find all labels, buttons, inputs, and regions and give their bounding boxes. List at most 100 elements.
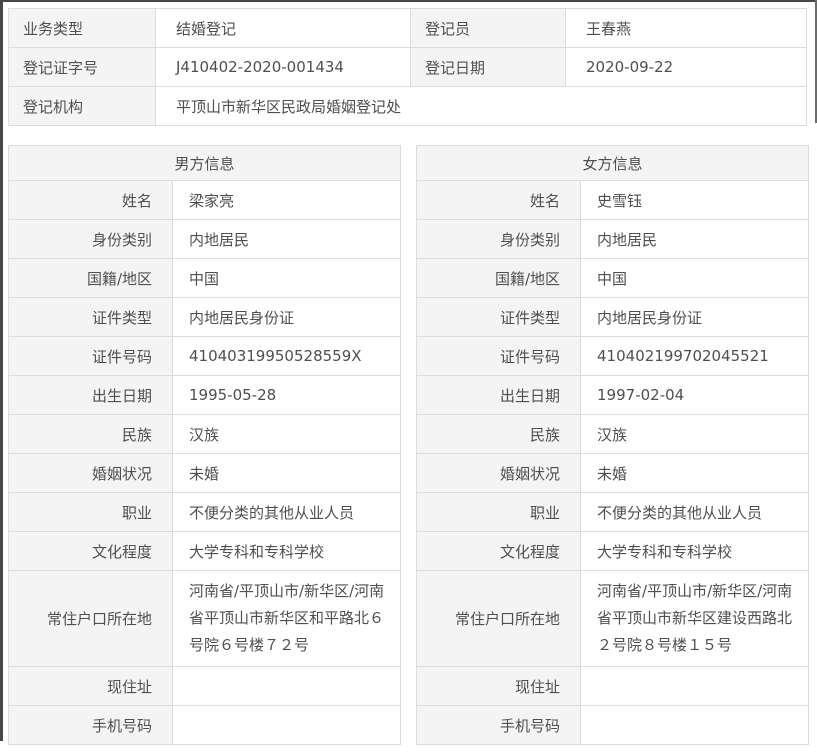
field-value: 410402199702045521: [580, 336, 810, 376]
field-value: [171, 666, 402, 706]
business-type-label: 业务类型: [8, 8, 156, 48]
agency-label: 登记机构: [8, 86, 156, 126]
field-value: 内地居民: [171, 219, 402, 259]
table-row: 证件号码 41040319950528559X: [8, 336, 402, 376]
table-row: 证件类型 内地居民身份证: [416, 297, 810, 337]
field-value: 未婚: [580, 453, 810, 493]
table-row: 常住户口所在地 河南省/平顶山市/新华区/河南省平顶山市新华区和平路北６号院６号楼…: [8, 570, 402, 667]
table-row: 出生日期 1997-02-04: [416, 375, 810, 415]
field-value: 大学专科和专科学校: [171, 531, 402, 571]
field-value: 中国: [171, 258, 402, 298]
table-row: 身份类别 内地居民: [416, 219, 810, 259]
business-type-value: 结婚登记: [155, 8, 411, 48]
table-header-row: 男方信息: [7, 145, 402, 181]
field-label: 出生日期: [8, 375, 173, 415]
table-header-row: 女方信息: [416, 145, 810, 181]
table-row: 婚姻状况 未婚: [416, 453, 810, 493]
groom-table-title: 男方信息: [7, 145, 402, 181]
registrar-label: 登记员: [410, 8, 566, 48]
field-label: 婚姻状况: [8, 453, 173, 493]
field-value: 史雪钰: [580, 180, 810, 220]
field-label: 现住址: [416, 666, 582, 706]
bride-info-table: 女方信息 姓名 史雪钰 身份类别 内地居民 国籍/地区 中国 证件类型 内地居民身份证 …: [416, 145, 810, 745]
field-label: 手机号码: [416, 705, 582, 745]
field-value: 中国: [580, 258, 810, 298]
field-label: 常住户口所在地: [416, 570, 582, 667]
field-label: 婚姻状况: [416, 453, 582, 493]
field-label: 证件类型: [416, 297, 582, 337]
field-value: 1997-02-04: [580, 375, 810, 415]
field-value: 汉族: [171, 414, 402, 454]
field-value: 汉族: [580, 414, 810, 454]
table-row: 证件号码 410402199702045521: [416, 336, 810, 376]
field-value: 不便分类的其他从业人员: [171, 492, 402, 532]
field-value: 1995-05-28: [171, 375, 402, 415]
screenshot-edge-top: [0, 0, 817, 2]
table-row: 业务类型 结婚登记 登记员 王春燕: [8, 8, 807, 48]
table-row: 登记证字号 J410402-2020-001434 登记日期 2020-09-2…: [8, 47, 807, 87]
field-label: 证件号码: [416, 336, 582, 376]
table-row: 常住户口所在地 河南省/平顶山市/新华区/河南省平顶山市新华区建设西路北２号院８号…: [416, 570, 810, 667]
field-label: 身份类别: [8, 219, 173, 259]
cert-no-value: J410402-2020-001434: [155, 47, 411, 87]
table-row: 国籍/地区 中国: [416, 258, 810, 298]
field-label: 职业: [8, 492, 173, 532]
field-label: 现住址: [8, 666, 173, 706]
field-label: 文化程度: [8, 531, 173, 571]
field-label: 常住户口所在地: [8, 570, 173, 667]
registration-summary-table: 业务类型 结婚登记 登记员 王春燕 登记证字号 J410402-2020-001…: [8, 8, 807, 126]
field-label: 姓名: [8, 180, 173, 220]
field-label: 民族: [8, 414, 173, 454]
reg-date-value: 2020-09-22: [565, 47, 807, 87]
screenshot-edge-left: [0, 0, 3, 741]
table-row: 证件类型 内地居民身份证: [8, 297, 402, 337]
field-label: 出生日期: [416, 375, 582, 415]
field-label: 手机号码: [8, 705, 173, 745]
field-value: [171, 705, 402, 745]
field-label: 身份类别: [416, 219, 582, 259]
field-value: 不便分类的其他从业人员: [580, 492, 810, 532]
table-row: 国籍/地区 中国: [8, 258, 402, 298]
groom-info-table: 男方信息 姓名 梁家亮 身份类别 内地居民 国籍/地区 中国 证件类型 内地居民身份证 …: [7, 145, 402, 745]
table-row: 身份类别 内地居民: [8, 219, 402, 259]
agency-value: 平顶山市新华区民政局婚姻登记处: [155, 86, 807, 126]
field-value: 梁家亮: [171, 180, 402, 220]
reg-date-label: 登记日期: [410, 47, 566, 87]
table-row: 姓名 梁家亮: [8, 180, 402, 220]
table-row: 民族 汉族: [8, 414, 402, 454]
field-label: 职业: [416, 492, 582, 532]
field-value: [580, 705, 810, 745]
field-label: 国籍/地区: [8, 258, 173, 298]
field-value: 内地居民身份证: [171, 297, 402, 337]
field-value: 41040319950528559X: [171, 336, 402, 376]
field-value: [580, 666, 810, 706]
field-label: 民族: [416, 414, 582, 454]
field-value: 河南省/平顶山市/新华区/河南省平顶山市新华区和平路北６号院６号楼７２号: [171, 570, 402, 667]
field-label: 证件类型: [8, 297, 173, 337]
table-row: 现住址: [8, 666, 402, 706]
table-row: 登记机构 平顶山市新华区民政局婚姻登记处: [8, 86, 807, 126]
field-label: 文化程度: [416, 531, 582, 571]
field-value: 河南省/平顶山市/新华区/河南省平顶山市新华区建设西路北２号院８号楼１５号: [580, 570, 810, 667]
table-row: 婚姻状况 未婚: [8, 453, 402, 493]
table-row: 职业 不便分类的其他从业人员: [8, 492, 402, 532]
table-row: 出生日期 1995-05-28: [8, 375, 402, 415]
field-label: 证件号码: [8, 336, 173, 376]
table-row: 文化程度 大学专科和专科学校: [8, 531, 402, 571]
field-label: 姓名: [416, 180, 582, 220]
table-row: 文化程度 大学专科和专科学校: [416, 531, 810, 571]
table-row: 职业 不便分类的其他从业人员: [416, 492, 810, 532]
table-row: 姓名 史雪钰: [416, 180, 810, 220]
table-row: 民族 汉族: [416, 414, 810, 454]
field-label: 国籍/地区: [416, 258, 582, 298]
table-row: 手机号码: [8, 705, 402, 745]
cert-no-label: 登记证字号: [8, 47, 156, 87]
field-value: 内地居民身份证: [580, 297, 810, 337]
bride-table-title: 女方信息: [416, 145, 810, 181]
field-value: 内地居民: [580, 219, 810, 259]
person-info-section: 男方信息 姓名 梁家亮 身份类别 内地居民 国籍/地区 中国 证件类型 内地居民身份证 …: [7, 145, 810, 745]
field-value: 未婚: [171, 453, 402, 493]
table-row: 手机号码: [416, 705, 810, 745]
registrar-value: 王春燕: [565, 8, 807, 48]
screenshot-edge-right: [815, 0, 817, 123]
